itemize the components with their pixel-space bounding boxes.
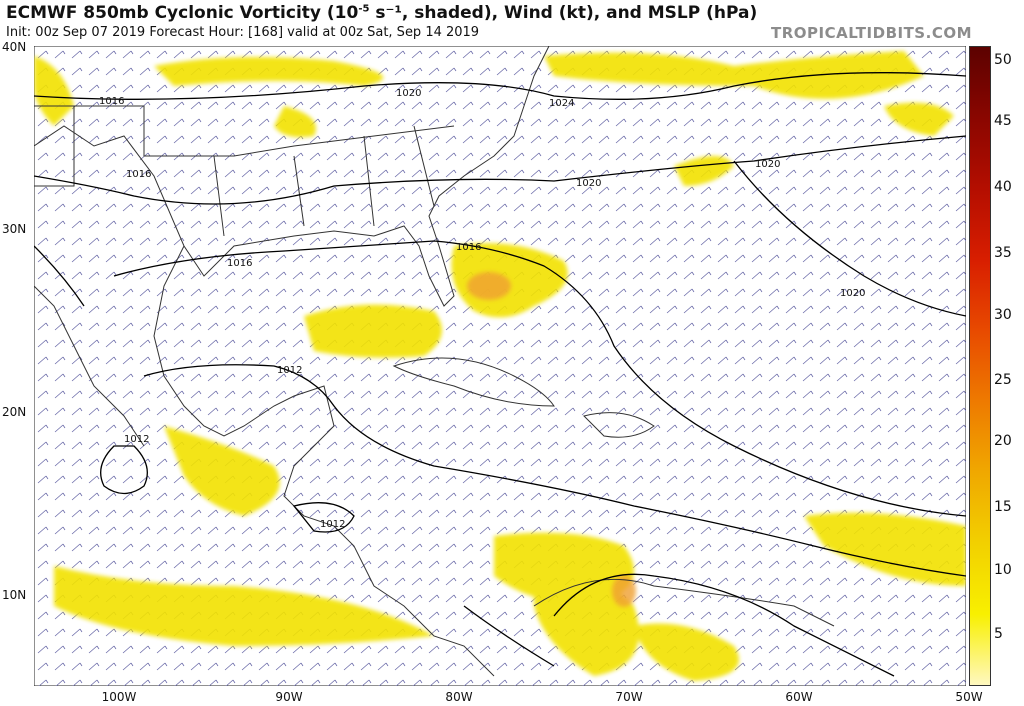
isobar-label: 1020 [576,178,601,189]
colorbar-label: 50 [994,52,1012,68]
colorbar-label: 15 [994,499,1012,515]
lon-label: 80W [445,690,473,704]
weather-map: 1016 1016 1016 1020 1024 1020 1020 1016 … [34,46,966,686]
lon-label: 60W [785,690,813,704]
isobar-label: 1012 [277,365,302,376]
isobar-label: 1016 [227,258,252,269]
colorbar-label: 45 [994,113,1012,129]
colorbar-label: 25 [994,372,1012,388]
lon-label: 50W [955,690,983,704]
map-title: ECMWF 850mb Cyclonic Vorticity (10-5 s⁻¹… [6,3,758,23]
colorbar-label: 35 [994,245,1012,261]
isobar-label: 1016 [99,96,124,107]
vorticity-shading [34,51,966,681]
colorbar-label: 5 [994,626,1003,642]
colorbar-label: 10 [994,562,1012,578]
isobar-labels: 1016 1016 1016 1020 1024 1020 1020 1016 … [99,88,865,530]
isobar-label: 1016 [126,169,151,180]
lat-label: 30N [2,222,27,236]
lon-label: 70W [615,690,643,704]
isobar-label: 1020 [840,288,865,299]
map-subtitle: Init: 00z Sep 07 2019 Forecast Hour: [16… [6,25,480,40]
brand-watermark: TROPICALTIDBITS.COM [771,24,972,42]
isobar-label: 1012 [124,434,149,445]
colorbar [969,46,991,686]
lat-label: 20N [2,405,27,419]
colorbar-label: 40 [994,179,1012,195]
lat-label: 10N [2,588,27,602]
isobar-label: 1020 [396,88,421,99]
isobar-label: 1016 [456,242,481,253]
vorticity-core [467,272,636,607]
coastlines [34,46,835,677]
isobar-label: 1024 [549,98,574,109]
lon-label: 90W [275,690,303,704]
isobar-label: 1012 [320,519,345,530]
colorbar-label: 20 [994,433,1012,449]
lat-label: 40N [2,40,27,54]
isobars [34,72,966,677]
isobar-label: 1020 [755,159,780,170]
lon-label: 100W [101,690,137,704]
colorbar-label: 30 [994,307,1012,323]
